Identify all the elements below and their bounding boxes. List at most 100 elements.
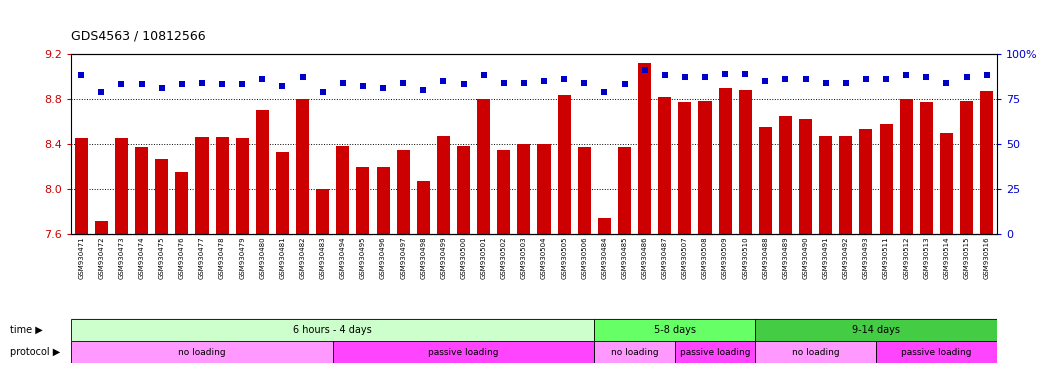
Bar	[497, 150, 510, 234]
Text: GSM930498: GSM930498	[420, 237, 426, 280]
Text: 5-8 days: 5-8 days	[653, 325, 696, 335]
Point	[938, 79, 955, 86]
Text: GSM930497: GSM930497	[400, 237, 406, 280]
Text: GSM930511: GSM930511	[883, 237, 889, 280]
Point	[455, 81, 472, 88]
Bar	[899, 99, 913, 234]
Text: GSM930514: GSM930514	[943, 237, 950, 279]
Bar	[517, 144, 531, 234]
Text: time ▶: time ▶	[10, 325, 43, 335]
Point	[73, 72, 90, 78]
Point	[676, 74, 693, 80]
Point	[877, 76, 894, 82]
Text: GSM930506: GSM930506	[581, 237, 587, 280]
Text: GSM930510: GSM930510	[742, 237, 749, 280]
Bar	[175, 172, 188, 234]
Bar	[316, 189, 329, 234]
Text: no loading: no loading	[178, 348, 226, 357]
Text: GSM930516: GSM930516	[984, 237, 989, 280]
Bar	[135, 147, 149, 234]
Point	[757, 78, 774, 84]
Text: GDS4563 / 10812566: GDS4563 / 10812566	[71, 29, 206, 42]
Point	[153, 85, 170, 91]
Text: GSM930475: GSM930475	[159, 237, 164, 279]
Bar	[155, 159, 169, 234]
Point	[113, 81, 130, 88]
Bar	[276, 152, 289, 234]
Bar	[356, 167, 370, 234]
Text: no loading: no loading	[792, 348, 840, 357]
Text: GSM930471: GSM930471	[79, 237, 84, 280]
Bar	[377, 167, 389, 234]
Point	[515, 79, 532, 86]
Point	[656, 72, 673, 78]
Text: 6 hours - 4 days: 6 hours - 4 days	[293, 325, 372, 335]
Point	[93, 89, 110, 95]
Bar	[718, 88, 732, 234]
Bar	[678, 102, 691, 234]
Bar	[71, 319, 595, 341]
Point	[857, 76, 874, 82]
Text: GSM930491: GSM930491	[823, 237, 829, 280]
Bar	[95, 221, 108, 234]
Text: GSM930509: GSM930509	[722, 237, 728, 280]
Point	[717, 71, 734, 77]
Point	[436, 78, 452, 84]
Bar	[216, 137, 228, 234]
Text: GSM930489: GSM930489	[782, 237, 788, 280]
Bar	[739, 90, 752, 234]
Text: GSM930480: GSM930480	[260, 237, 265, 280]
Text: GSM930478: GSM930478	[219, 237, 225, 280]
Text: GSM930490: GSM930490	[803, 237, 808, 280]
Bar	[578, 147, 591, 234]
Point	[314, 89, 331, 95]
Text: GSM930493: GSM930493	[863, 237, 869, 280]
Text: GSM930472: GSM930472	[98, 237, 105, 279]
Text: GSM930483: GSM930483	[319, 237, 326, 280]
Text: GSM930503: GSM930503	[521, 237, 527, 280]
Text: GSM930512: GSM930512	[904, 237, 909, 279]
Point	[838, 79, 854, 86]
Text: GSM930507: GSM930507	[682, 237, 688, 280]
Bar	[595, 341, 675, 363]
Text: GSM930515: GSM930515	[963, 237, 970, 279]
Bar	[919, 102, 933, 234]
Bar	[960, 101, 973, 234]
Bar	[236, 138, 249, 234]
Point	[395, 79, 411, 86]
Bar	[879, 124, 893, 234]
Bar	[196, 137, 208, 234]
Bar	[980, 91, 994, 234]
Bar	[397, 150, 409, 234]
Text: GSM930495: GSM930495	[360, 237, 366, 279]
Bar	[860, 129, 872, 234]
Point	[556, 76, 573, 82]
Text: GSM930481: GSM930481	[280, 237, 286, 280]
Bar	[333, 341, 595, 363]
Bar	[558, 96, 571, 234]
Point	[898, 72, 915, 78]
Text: 9-14 days: 9-14 days	[852, 325, 900, 335]
Point	[415, 87, 431, 93]
Point	[818, 79, 834, 86]
Text: GSM930502: GSM930502	[500, 237, 507, 279]
Bar	[71, 341, 333, 363]
Text: GSM930473: GSM930473	[118, 237, 125, 280]
Point	[777, 76, 794, 82]
Point	[133, 81, 150, 88]
Point	[918, 74, 935, 80]
Text: GSM930476: GSM930476	[179, 237, 185, 280]
Point	[254, 76, 271, 82]
Point	[375, 85, 392, 91]
Bar	[296, 99, 309, 234]
Point	[978, 72, 995, 78]
Bar	[537, 144, 551, 234]
Bar	[74, 138, 88, 234]
Text: GSM930474: GSM930474	[138, 237, 144, 279]
Bar	[698, 101, 712, 234]
Point	[495, 79, 512, 86]
Point	[576, 79, 593, 86]
Text: GSM930500: GSM930500	[461, 237, 467, 280]
Text: passive loading: passive loading	[680, 348, 751, 357]
Bar	[618, 147, 631, 234]
